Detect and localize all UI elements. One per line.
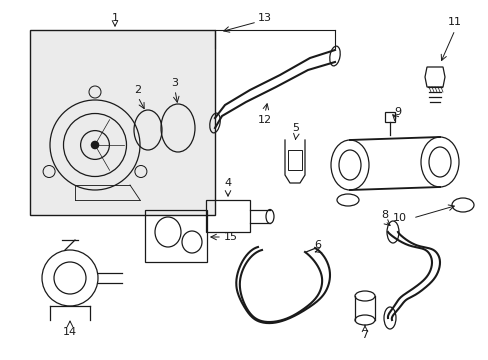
Bar — [287, 150, 302, 170]
Text: 1: 1 — [111, 13, 118, 23]
Text: 8: 8 — [381, 210, 388, 220]
Text: 9: 9 — [394, 107, 401, 117]
Text: 4: 4 — [224, 178, 231, 188]
Text: 2: 2 — [134, 85, 141, 95]
Text: 5: 5 — [292, 123, 299, 133]
Text: 6: 6 — [314, 240, 321, 250]
Text: 12: 12 — [257, 115, 271, 125]
Text: 15: 15 — [224, 232, 238, 242]
Bar — [145, 210, 206, 262]
Circle shape — [91, 141, 99, 149]
Text: 10: 10 — [392, 213, 406, 223]
Bar — [384, 112, 394, 122]
Text: 11: 11 — [447, 17, 461, 27]
Bar — [205, 200, 249, 232]
Text: 13: 13 — [258, 13, 271, 23]
Text: 7: 7 — [361, 330, 368, 340]
Bar — [30, 30, 215, 215]
Text: 14: 14 — [63, 327, 77, 337]
Text: 3: 3 — [171, 78, 178, 88]
